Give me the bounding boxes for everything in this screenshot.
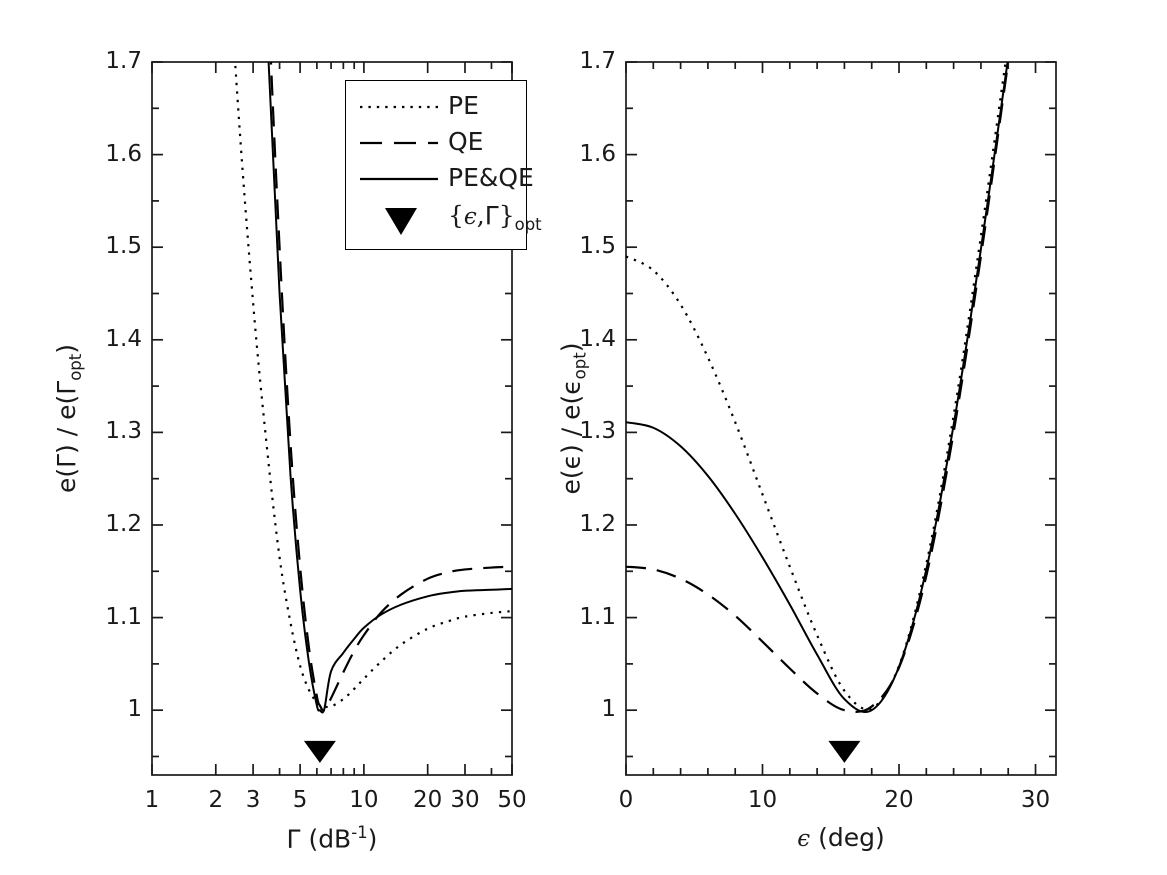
right-x-axis-symbol: ϵ: [797, 826, 811, 852]
left-x-tick-label: 3: [245, 787, 261, 813]
left-y-tick-label: 1.3: [105, 418, 142, 445]
right-y-tick-label: 1.6: [579, 140, 616, 167]
left-x-axis-unit-close: ): [367, 824, 378, 854]
left-x-axis-unit-exp: -1: [351, 823, 368, 842]
left-y-axis-label-text: e(Γ) / e(Γ: [52, 380, 82, 494]
right-y-tick-label: 1.7: [579, 48, 616, 74]
left-y-tick-label: 1: [127, 696, 142, 723]
right-x-axis-unit: (deg): [818, 823, 885, 852]
left-series-qe: [269, 62, 512, 712]
right-x-axis-label: ϵ (deg): [797, 823, 884, 852]
left-x-axis-unit: (dB: [308, 824, 352, 854]
legend-label-qe: QE: [448, 127, 484, 156]
left-x-tick-label: 20: [413, 787, 443, 813]
left-y-tick-label: 1.4: [105, 325, 142, 352]
left-y-tick-label: 1.6: [105, 140, 142, 167]
right-x-tick-label: 20: [884, 787, 914, 813]
left-optimum-marker-triangle-down-icon: [303, 740, 336, 763]
left-y-tick-label: 1.2: [105, 510, 142, 537]
legend-item-pe: PE: [348, 89, 520, 125]
right-optimum-marker-triangle-down-icon: [828, 740, 861, 763]
right-x-tick-label: 30: [1020, 787, 1051, 813]
right-y-tick-label: 1: [601, 696, 616, 723]
right-y-tick-label: 1.4: [579, 325, 616, 352]
legend-item-qe: QE: [348, 125, 520, 161]
right-y-axis-label-sub: opt: [569, 352, 589, 380]
left-y-tick-label: 1.1: [105, 603, 142, 630]
right-y-tick-label: 1.5: [579, 233, 616, 260]
legend-label-peqe: PE&QE: [448, 163, 534, 192]
legend-key-dotted-icon: [360, 105, 438, 109]
legend-item-peqe: PE&QE: [348, 161, 534, 197]
legend-key-dashed-icon: [360, 141, 438, 145]
left-x-tick-label: 30: [450, 787, 480, 813]
left-x-tick-label: 50: [497, 787, 527, 813]
right-series-pe-qe: [626, 62, 1009, 714]
left-y-axis-label-sub: opt: [66, 353, 86, 381]
legend-key-solid-icon: [360, 177, 438, 181]
right-y-tick-label: 1.2: [579, 510, 616, 537]
legend-label-pe: PE: [448, 91, 479, 120]
legend-item-optimum: {ϵ,Γ}opt: [348, 197, 542, 241]
right-axes-frame: [625, 61, 1057, 776]
left-x-tick-label: 5: [292, 787, 308, 813]
left-x-axis-label: Γ (dB-1): [287, 823, 378, 853]
right-series-pe: [626, 62, 1007, 711]
right-x-tick-label: 0: [618, 787, 634, 813]
triangle-down-icon: [385, 208, 417, 235]
left-axes-frame: [151, 61, 513, 776]
left-y-axis-label: e(Γ) / e(Γopt): [52, 344, 85, 493]
left-series-pe-qe: [267, 62, 512, 714]
right-y-tick-label: 1.1: [579, 603, 616, 630]
left-y-tick-label: 1.7: [105, 48, 142, 74]
right-y-tick-label: 1.3: [579, 418, 616, 445]
left-x-axis-symbol: Γ: [286, 824, 301, 854]
left-y-tick-label: 1.5: [105, 233, 142, 260]
right-series-qe: [626, 62, 1010, 713]
left-x-tick-label: 10: [349, 787, 379, 813]
legend-label-optimum: {ϵ,Γ}opt: [448, 201, 542, 234]
legend-label-optimum-main: {ϵ,Γ}: [448, 201, 515, 230]
left-x-tick-label: 1: [144, 787, 160, 813]
legend-label-optimum-sub: opt: [514, 215, 542, 234]
left-x-tick-label: 2: [208, 787, 224, 813]
right-x-tick-label: 10: [747, 787, 778, 813]
legend: PE QE PE&QE {ϵ,Γ}opt: [345, 80, 542, 250]
left-y-axis-label-close: ): [52, 343, 82, 354]
